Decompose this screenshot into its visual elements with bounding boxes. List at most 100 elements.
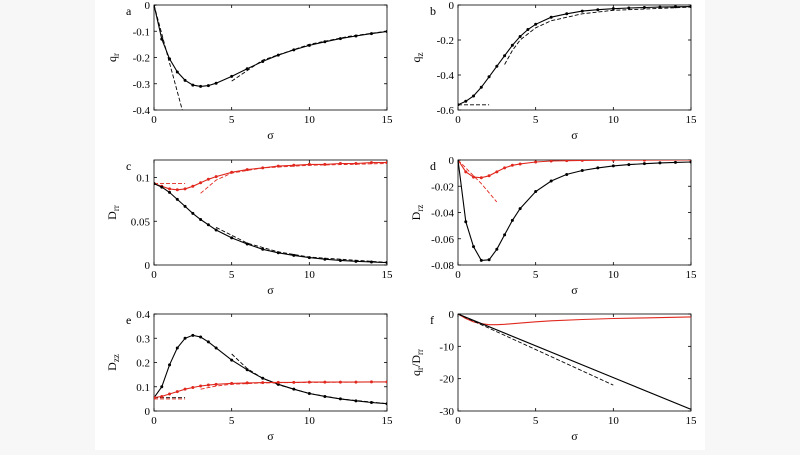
data-point	[206, 177, 210, 181]
data-point	[175, 197, 179, 201]
data-point	[642, 160, 646, 162]
series-line-3	[200, 163, 387, 194]
data-point	[503, 54, 507, 58]
y-axis-label: Dzz	[105, 354, 121, 371]
axes-frame	[153, 313, 388, 412]
data-point	[658, 5, 662, 9]
x-tick-label: 10	[608, 269, 620, 281]
data-point	[261, 247, 265, 251]
data-point	[230, 236, 234, 240]
data-point	[183, 78, 187, 82]
y-tick-label: 0.1	[136, 382, 150, 394]
data-point	[292, 48, 296, 52]
data-point	[323, 380, 327, 384]
data-point	[503, 166, 507, 170]
x-tick-label: 5	[229, 415, 235, 427]
y-tick-label: -0.04	[431, 208, 454, 220]
data-point	[658, 161, 662, 165]
y-tick-label: -10	[439, 341, 454, 353]
data-point	[199, 218, 203, 221]
data-point	[245, 67, 249, 71]
data-point	[168, 363, 172, 367]
data-point	[369, 161, 373, 165]
panel-c: 0 5 10 15 0 0.05 0.1 c σ Drr	[105, 159, 393, 297]
panel-b: 0 5 10 15 0 -0.2 -0.4 -0.6 b σ qz	[409, 0, 697, 142]
y-tick-label: -0.1	[133, 26, 150, 38]
y-axis-label: qr/Drr	[409, 349, 425, 376]
y-axis-label-part: D	[105, 362, 119, 371]
x-tick-label: 5	[229, 114, 235, 126]
data-point	[596, 166, 600, 170]
y-axis-label: Drz	[409, 205, 425, 221]
series-line-3	[231, 30, 387, 82]
x-tick-label: 15	[382, 269, 394, 281]
data-point	[487, 75, 491, 79]
data-point	[580, 160, 584, 162]
y-tick-label: 0	[145, 260, 151, 272]
y-tick-label: 0	[145, 0, 151, 12]
x-tick-label: 10	[304, 415, 316, 427]
y-axis-label-part: zz	[111, 354, 121, 362]
panel-a: 0 5 10 15 0 -0.1 -0.2 -0.3 -0.4 a σ qr	[105, 0, 393, 142]
data-point	[354, 380, 358, 384]
series-line-2	[458, 160, 498, 203]
series-line-2	[154, 5, 183, 110]
data-point	[191, 184, 195, 188]
data-point	[230, 74, 234, 78]
data-point	[495, 170, 499, 174]
y-tick-label: -0.3	[133, 79, 151, 91]
y-axis-label-part: q	[409, 57, 423, 63]
data-point	[206, 223, 210, 227]
y-tick-label: -0.6	[437, 105, 455, 117]
y-tick-label: -0.2	[133, 53, 150, 65]
series-line-3	[231, 353, 387, 405]
series-line-5	[215, 226, 387, 263]
data-point	[627, 163, 631, 167]
data-point	[175, 188, 179, 192]
data-point	[565, 12, 569, 16]
y-tick-label: 0.3	[136, 333, 150, 345]
x-tick-label: 15	[686, 269, 698, 281]
data-point	[199, 384, 203, 388]
data-point	[323, 162, 327, 166]
panel-letter: a	[126, 4, 132, 18]
data-point	[689, 5, 691, 9]
data-point	[534, 160, 538, 164]
data-point	[183, 387, 187, 391]
panel-letter: e	[126, 313, 131, 327]
y-axis-label: qr	[105, 53, 121, 62]
data-point	[191, 385, 195, 389]
y-axis-label-part: rr	[415, 349, 425, 355]
data-point	[479, 85, 483, 89]
data-point	[175, 70, 179, 74]
series-group	[458, 5, 691, 107]
x-tick-label: 0	[455, 415, 461, 427]
data-point	[495, 247, 499, 251]
data-point	[245, 368, 249, 372]
y-tick-label: -0.06	[431, 234, 454, 246]
x-axis-label: σ	[571, 283, 578, 297]
data-point	[464, 99, 468, 103]
series-line-1	[154, 5, 387, 87]
data-point	[565, 172, 569, 176]
data-point	[479, 258, 483, 262]
data-point	[385, 402, 387, 406]
x-tick-label: 10	[304, 269, 316, 281]
data-point	[214, 228, 218, 232]
data-point	[230, 358, 234, 362]
data-point	[369, 260, 373, 264]
data-point	[526, 28, 530, 31]
series-line-3	[458, 314, 614, 386]
data-point	[160, 37, 164, 41]
x-tick-label: 0	[455, 114, 461, 126]
data-point	[191, 83, 195, 87]
series-line-3	[504, 6, 691, 65]
data-point	[245, 242, 249, 246]
series-line-1	[458, 314, 691, 326]
data-point	[199, 335, 203, 339]
panel-letter: f	[430, 313, 434, 327]
x-tick-label: 0	[455, 269, 461, 281]
data-point	[168, 392, 172, 396]
x-tick-label: 5	[533, 415, 539, 427]
data-point	[549, 15, 553, 19]
